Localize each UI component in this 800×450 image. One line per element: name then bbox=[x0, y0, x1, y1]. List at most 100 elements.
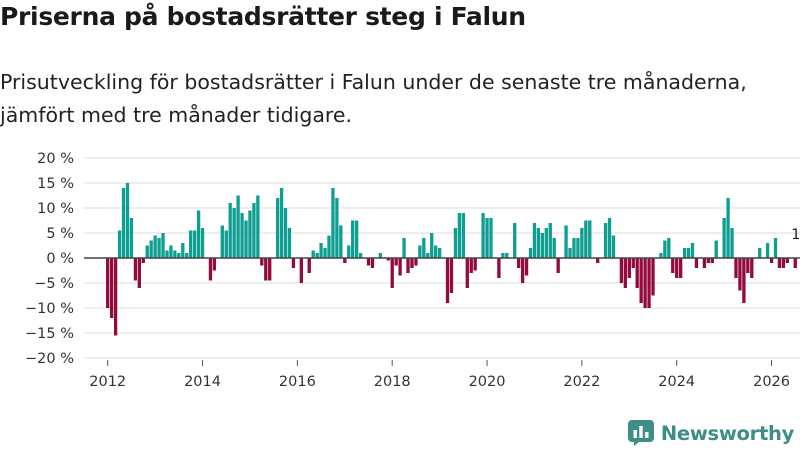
x-tick-label: 2016 bbox=[279, 374, 316, 390]
bar bbox=[730, 228, 734, 258]
x-tick-label: 2024 bbox=[658, 374, 695, 390]
bar bbox=[793, 258, 797, 268]
bar bbox=[339, 225, 343, 258]
y-tick-label: 15 % bbox=[37, 176, 74, 192]
bar bbox=[607, 218, 612, 258]
x-tick-label: 2012 bbox=[89, 374, 126, 390]
bar bbox=[129, 218, 134, 258]
bar bbox=[307, 258, 311, 273]
bar bbox=[264, 258, 268, 281]
bar bbox=[434, 245, 438, 258]
bar bbox=[244, 220, 248, 258]
bar bbox=[758, 248, 762, 258]
bar bbox=[449, 258, 454, 293]
bar bbox=[343, 258, 347, 263]
bar bbox=[520, 258, 525, 283]
bar bbox=[489, 218, 493, 258]
bar bbox=[659, 253, 663, 258]
bar bbox=[169, 245, 173, 258]
bar bbox=[453, 228, 458, 258]
bar bbox=[694, 258, 699, 268]
bar bbox=[596, 258, 600, 263]
bar bbox=[785, 258, 790, 263]
bar bbox=[473, 258, 477, 271]
bar bbox=[133, 258, 138, 281]
bar bbox=[528, 248, 533, 258]
bar bbox=[611, 235, 616, 258]
bar bbox=[773, 238, 778, 258]
x-tick-label: 2026 bbox=[753, 374, 790, 390]
bar bbox=[517, 258, 521, 268]
bar bbox=[497, 258, 501, 278]
bar bbox=[588, 220, 592, 258]
bar bbox=[232, 208, 236, 258]
bar bbox=[252, 203, 256, 258]
bar bbox=[548, 223, 552, 258]
bar bbox=[228, 203, 232, 258]
bar bbox=[366, 258, 371, 266]
bar bbox=[291, 258, 296, 268]
bar bbox=[603, 223, 608, 258]
bar bbox=[351, 220, 355, 258]
bar bbox=[564, 225, 568, 258]
bar bbox=[580, 228, 584, 258]
bar bbox=[181, 243, 185, 258]
brand-name: Newsworthy bbox=[660, 421, 794, 445]
bar bbox=[501, 253, 505, 258]
bar bbox=[445, 258, 450, 303]
bar bbox=[426, 253, 430, 258]
bar bbox=[544, 228, 548, 258]
bar bbox=[248, 210, 252, 258]
x-tick-label: 2018 bbox=[374, 374, 411, 390]
bar bbox=[746, 258, 750, 273]
bar bbox=[196, 210, 201, 258]
bar bbox=[121, 188, 126, 258]
bar bbox=[722, 218, 726, 258]
bar bbox=[414, 258, 418, 266]
bar bbox=[410, 258, 414, 268]
last-value-label: 1 % bbox=[791, 227, 800, 243]
x-tick-label: 2014 bbox=[184, 374, 221, 390]
bar bbox=[390, 258, 394, 288]
y-tick-label: −20 % bbox=[25, 351, 74, 367]
bar bbox=[268, 258, 272, 281]
bar bbox=[224, 230, 228, 258]
y-tick-label: −10 % bbox=[25, 301, 74, 317]
bar bbox=[358, 253, 363, 258]
bar bbox=[485, 218, 489, 258]
bar bbox=[639, 258, 643, 303]
y-tick-label: −5 % bbox=[34, 276, 74, 292]
bar bbox=[671, 258, 675, 273]
bar bbox=[260, 258, 264, 266]
bar bbox=[465, 258, 469, 288]
bar bbox=[331, 188, 335, 258]
brand-logo: Newsworthy bbox=[627, 420, 794, 446]
bar bbox=[394, 258, 398, 266]
bar bbox=[576, 238, 580, 258]
bar bbox=[149, 240, 153, 258]
bar bbox=[710, 258, 714, 263]
bar bbox=[173, 250, 177, 258]
bar bbox=[106, 258, 110, 308]
y-tick-label: 5 % bbox=[46, 226, 74, 242]
bar bbox=[165, 250, 169, 258]
bar bbox=[327, 235, 331, 258]
bar bbox=[726, 198, 730, 258]
bar bbox=[781, 258, 786, 268]
bar bbox=[461, 213, 465, 258]
bar bbox=[572, 238, 576, 258]
bar bbox=[524, 258, 529, 276]
bar bbox=[437, 248, 442, 258]
bar bbox=[690, 243, 695, 258]
bar bbox=[540, 233, 545, 258]
bar bbox=[702, 258, 707, 268]
bar bbox=[386, 258, 390, 261]
bar bbox=[117, 230, 122, 258]
chart-subtitle: Prisutveckling för bostadsrätter i Falun… bbox=[0, 70, 747, 127]
bar bbox=[315, 253, 319, 258]
bar bbox=[706, 258, 710, 263]
bar bbox=[663, 240, 667, 258]
bar bbox=[682, 248, 687, 258]
grid-layer bbox=[84, 157, 800, 359]
